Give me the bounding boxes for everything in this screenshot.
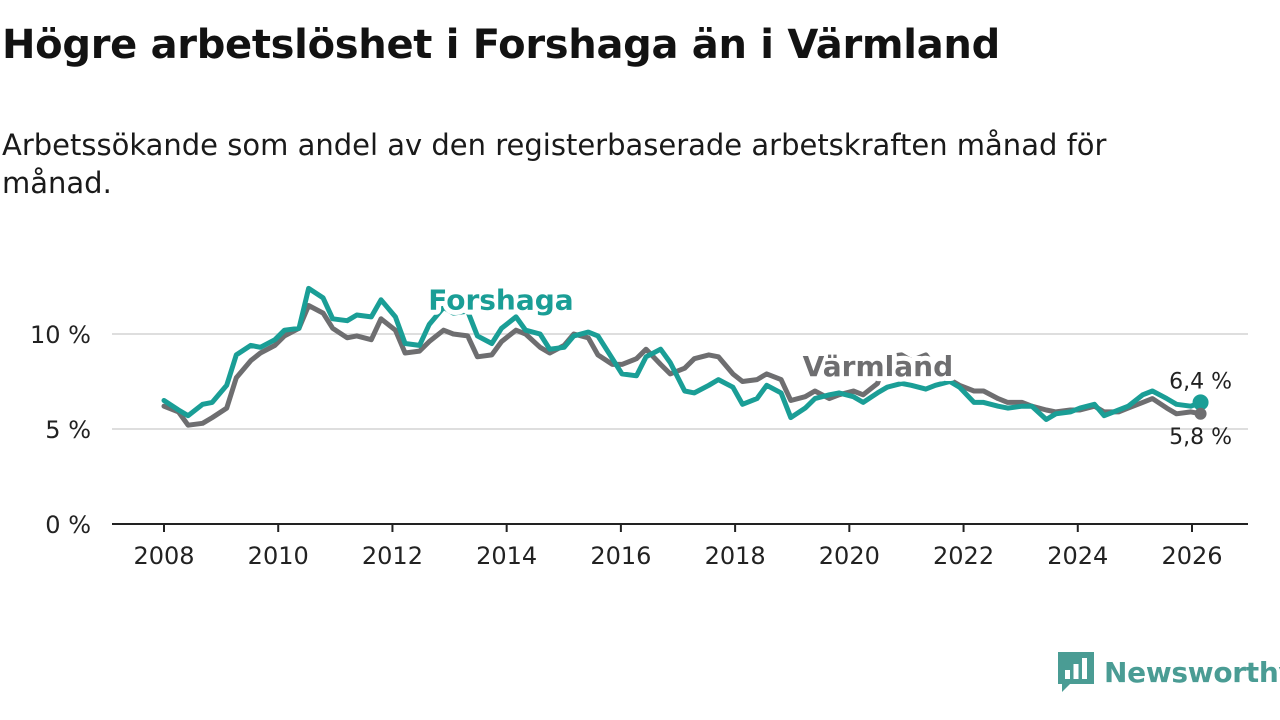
series-label-halo-forshaga: Forshaga — [428, 283, 573, 316]
series-label-halo-varmland: Värmland — [803, 350, 954, 383]
x-tick-label: 2012 — [362, 542, 423, 570]
end-value-label-varmland: 5,8 % — [1169, 425, 1232, 450]
series-label-varmland: Värmland — [803, 350, 954, 383]
x-tick-label: 2024 — [1047, 542, 1108, 570]
chart-title: Högre arbetslöshet i Forshaga än i Värml… — [2, 22, 1000, 68]
x-tick-label: 2026 — [1161, 542, 1222, 570]
x-tick-label: 2010 — [248, 542, 309, 570]
end-marker-varmland — [1194, 407, 1207, 420]
chart-subtitle: Arbetssökande som andel av den registerb… — [2, 128, 1107, 200]
series-line-forshaga — [161, 285, 1204, 422]
series-line-varmland — [161, 303, 1204, 428]
y-tick-label: 10 % — [30, 321, 91, 349]
x-tick-label: 2016 — [590, 542, 651, 570]
y-tick-label: 0 % — [45, 511, 91, 539]
x-tick-label: 2022 — [933, 542, 994, 570]
x-tick-label: 2020 — [819, 542, 880, 570]
end-value-label-forshaga: 6,4 % — [1169, 369, 1232, 394]
end-marker-forshaga — [1192, 394, 1209, 411]
x-tick-label: 2014 — [476, 542, 537, 570]
x-tick-label: 2018 — [705, 542, 766, 570]
x-tick-label: 2008 — [133, 542, 194, 570]
brand-logo: Newsworthy — [1058, 652, 1280, 692]
newsworthy-logo-icon — [1058, 652, 1094, 692]
series-label-forshaga: Forshaga — [428, 283, 573, 316]
brand-name: Newsworthy — [1104, 655, 1280, 689]
y-tick-label: 5 % — [45, 416, 91, 444]
